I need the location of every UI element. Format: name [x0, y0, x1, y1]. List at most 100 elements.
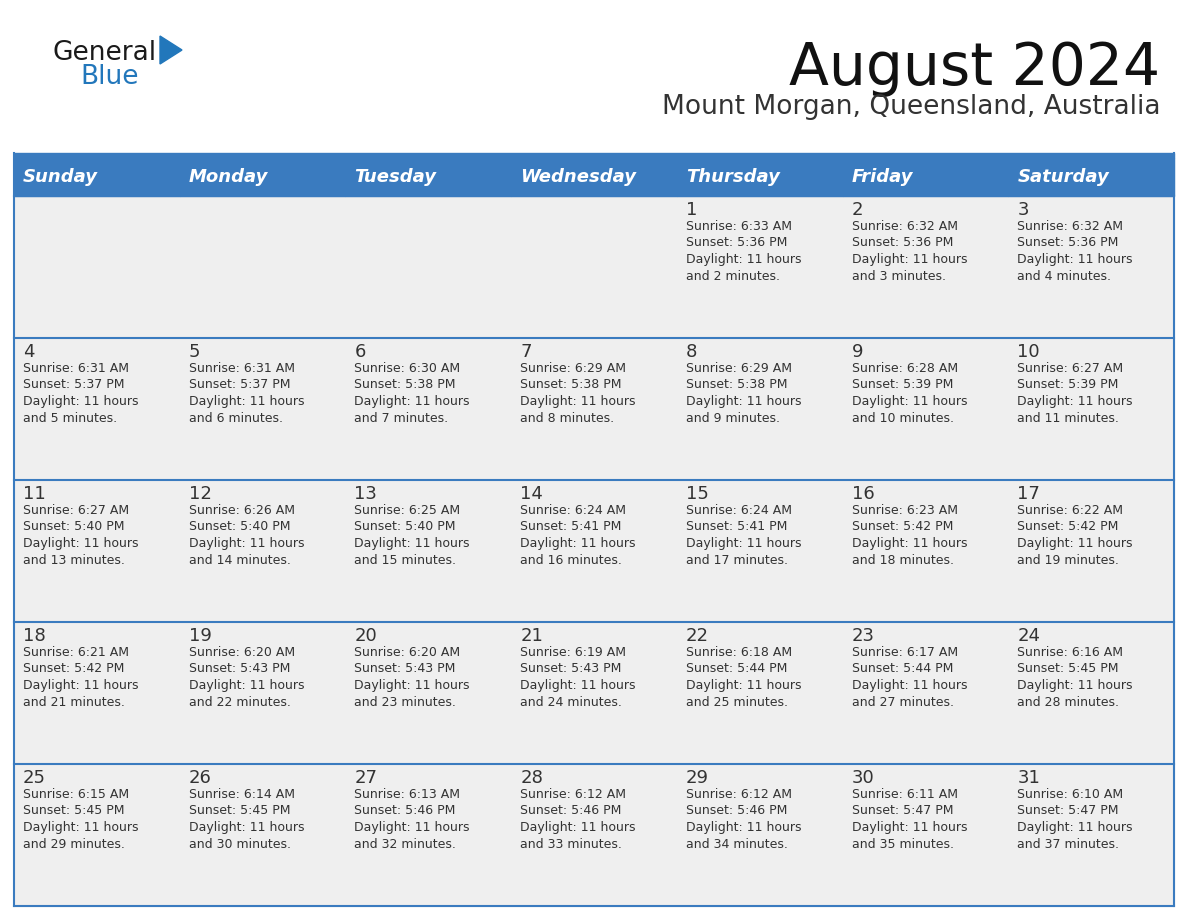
Text: Sunrise: 6:25 AM: Sunrise: 6:25 AM [354, 504, 461, 517]
Bar [346, 622, 511, 764]
Bar [511, 158, 677, 196]
Bar [179, 196, 346, 338]
Text: and 37 minutes.: and 37 minutes. [1017, 837, 1119, 850]
Text: 4: 4 [23, 343, 34, 361]
Text: and 34 minutes.: and 34 minutes. [685, 837, 788, 850]
Text: and 28 minutes.: and 28 minutes. [1017, 696, 1119, 709]
Text: Daylight: 11 hours: Daylight: 11 hours [520, 821, 636, 834]
Text: Sunrise: 6:20 AM: Sunrise: 6:20 AM [189, 646, 295, 659]
Bar [842, 622, 1009, 764]
Text: Daylight: 11 hours: Daylight: 11 hours [685, 395, 802, 408]
Text: Sunrise: 6:15 AM: Sunrise: 6:15 AM [23, 788, 129, 801]
Text: Sunset: 5:36 PM: Sunset: 5:36 PM [685, 237, 788, 250]
Text: and 22 minutes.: and 22 minutes. [189, 696, 291, 709]
Text: and 3 minutes.: and 3 minutes. [852, 270, 946, 283]
Bar [511, 338, 677, 480]
Text: and 29 minutes.: and 29 minutes. [23, 837, 125, 850]
Text: Sunrise: 6:18 AM: Sunrise: 6:18 AM [685, 646, 792, 659]
Text: Sunrise: 6:26 AM: Sunrise: 6:26 AM [189, 504, 295, 517]
Bar [511, 480, 677, 622]
Text: Sunrise: 6:33 AM: Sunrise: 6:33 AM [685, 220, 792, 233]
Bar [842, 158, 1009, 196]
Text: Sunrise: 6:27 AM: Sunrise: 6:27 AM [1017, 362, 1124, 375]
Text: Thursday: Thursday [685, 168, 779, 186]
Text: 31: 31 [1017, 769, 1041, 787]
Bar [1009, 158, 1174, 196]
Text: Daylight: 11 hours: Daylight: 11 hours [189, 821, 304, 834]
Bar [179, 480, 346, 622]
Text: Daylight: 11 hours: Daylight: 11 hours [852, 537, 967, 550]
Text: Sunrise: 6:29 AM: Sunrise: 6:29 AM [520, 362, 626, 375]
Bar [1009, 480, 1174, 622]
Text: and 9 minutes.: and 9 minutes. [685, 411, 779, 424]
Text: Wednesday: Wednesday [520, 168, 636, 186]
Text: Sunrise: 6:17 AM: Sunrise: 6:17 AM [852, 646, 958, 659]
Bar [677, 338, 842, 480]
Text: Sunset: 5:46 PM: Sunset: 5:46 PM [685, 804, 788, 818]
Text: 24: 24 [1017, 627, 1041, 645]
Text: Daylight: 11 hours: Daylight: 11 hours [354, 537, 470, 550]
Text: Daylight: 11 hours: Daylight: 11 hours [354, 395, 470, 408]
Text: 14: 14 [520, 485, 543, 503]
Text: Daylight: 11 hours: Daylight: 11 hours [852, 821, 967, 834]
Text: Sunrise: 6:27 AM: Sunrise: 6:27 AM [23, 504, 129, 517]
Bar [346, 158, 511, 196]
Text: Sunrise: 6:29 AM: Sunrise: 6:29 AM [685, 362, 792, 375]
Text: 27: 27 [354, 769, 378, 787]
Text: Daylight: 11 hours: Daylight: 11 hours [685, 679, 802, 692]
Text: 12: 12 [189, 485, 211, 503]
Bar [842, 480, 1009, 622]
Bar [677, 480, 842, 622]
Text: Sunday: Sunday [23, 168, 97, 186]
Text: Daylight: 11 hours: Daylight: 11 hours [520, 395, 636, 408]
Text: Daylight: 11 hours: Daylight: 11 hours [354, 679, 470, 692]
Bar [14, 480, 179, 622]
Bar [179, 622, 346, 764]
Text: Sunset: 5:38 PM: Sunset: 5:38 PM [520, 378, 621, 391]
Text: Sunset: 5:40 PM: Sunset: 5:40 PM [189, 521, 290, 533]
Bar [1009, 196, 1174, 338]
Text: Sunset: 5:40 PM: Sunset: 5:40 PM [354, 521, 456, 533]
Text: 17: 17 [1017, 485, 1041, 503]
Text: Sunset: 5:46 PM: Sunset: 5:46 PM [354, 804, 456, 818]
Text: 26: 26 [189, 769, 211, 787]
Text: and 8 minutes.: and 8 minutes. [520, 411, 614, 424]
Text: Daylight: 11 hours: Daylight: 11 hours [685, 537, 802, 550]
Text: Daylight: 11 hours: Daylight: 11 hours [1017, 679, 1133, 692]
Text: and 10 minutes.: and 10 minutes. [852, 411, 954, 424]
Text: 7: 7 [520, 343, 532, 361]
Text: Sunset: 5:44 PM: Sunset: 5:44 PM [852, 663, 953, 676]
Text: Sunrise: 6:12 AM: Sunrise: 6:12 AM [685, 788, 792, 801]
Text: Daylight: 11 hours: Daylight: 11 hours [1017, 253, 1133, 266]
Text: Sunset: 5:42 PM: Sunset: 5:42 PM [1017, 521, 1119, 533]
Text: and 4 minutes.: and 4 minutes. [1017, 270, 1111, 283]
Text: Sunset: 5:40 PM: Sunset: 5:40 PM [23, 521, 125, 533]
Text: Sunrise: 6:32 AM: Sunrise: 6:32 AM [1017, 220, 1124, 233]
Text: Sunset: 5:44 PM: Sunset: 5:44 PM [685, 663, 788, 676]
Text: Daylight: 11 hours: Daylight: 11 hours [189, 537, 304, 550]
Bar [842, 764, 1009, 906]
Text: Daylight: 11 hours: Daylight: 11 hours [189, 395, 304, 408]
Text: Sunset: 5:45 PM: Sunset: 5:45 PM [189, 804, 290, 818]
Text: Sunrise: 6:19 AM: Sunrise: 6:19 AM [520, 646, 626, 659]
Text: Friday: Friday [852, 168, 914, 186]
Text: Daylight: 11 hours: Daylight: 11 hours [23, 821, 139, 834]
Text: Daylight: 11 hours: Daylight: 11 hours [852, 253, 967, 266]
Text: Sunset: 5:39 PM: Sunset: 5:39 PM [1017, 378, 1119, 391]
Bar [14, 764, 179, 906]
Text: Sunset: 5:42 PM: Sunset: 5:42 PM [23, 663, 125, 676]
Text: 29: 29 [685, 769, 709, 787]
Bar [677, 622, 842, 764]
Text: Sunrise: 6:20 AM: Sunrise: 6:20 AM [354, 646, 461, 659]
Text: Sunset: 5:38 PM: Sunset: 5:38 PM [685, 378, 788, 391]
Text: Sunset: 5:43 PM: Sunset: 5:43 PM [354, 663, 456, 676]
Text: 15: 15 [685, 485, 709, 503]
Text: Sunrise: 6:30 AM: Sunrise: 6:30 AM [354, 362, 461, 375]
Bar [346, 480, 511, 622]
Text: Sunset: 5:41 PM: Sunset: 5:41 PM [685, 521, 788, 533]
Text: and 2 minutes.: and 2 minutes. [685, 270, 779, 283]
Text: Mount Morgan, Queensland, Australia: Mount Morgan, Queensland, Australia [662, 94, 1159, 120]
Text: and 32 minutes.: and 32 minutes. [354, 837, 456, 850]
Text: and 13 minutes.: and 13 minutes. [23, 554, 125, 566]
Bar [677, 196, 842, 338]
